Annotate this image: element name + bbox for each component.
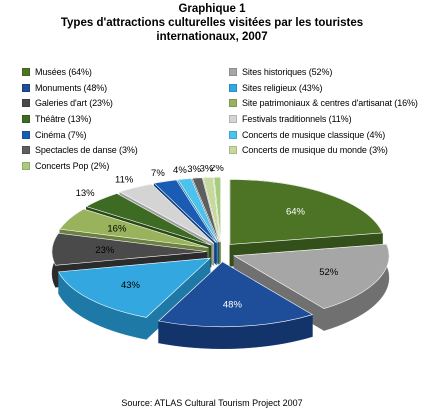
legend-label: Théâtre (13%)	[35, 113, 92, 124]
title-line-1: Graphique 1	[178, 3, 246, 15]
legend-item: Monuments (48%)	[22, 80, 229, 96]
legend-item: Théâtre (13%)	[22, 111, 229, 127]
legend-label: Concerts Pop (2%)	[35, 160, 110, 171]
pie-chart: 64%52%48%43%23%16%13%11%7% 4% 3%3%2%	[51, 165, 390, 349]
legend-item: Sites historiques (52%)	[229, 64, 420, 80]
legend-label: Sites historiques (52%)	[242, 66, 333, 77]
slice-data-label: 64%	[286, 207, 306, 218]
legend-label: Concerts de musique classique (4%)	[242, 129, 386, 140]
legend-item: Sites religieux (43%)	[229, 80, 420, 96]
slice-data-label: 13%	[76, 188, 96, 199]
slice-data-label: 52%	[319, 267, 339, 278]
legend-label: Spectacles de danse (3%)	[35, 145, 138, 156]
legend-swatch	[229, 146, 237, 155]
legend-swatch	[229, 67, 237, 76]
legend-label: Festivals traditionnels (11%)	[242, 113, 352, 124]
legend-label: Concerts de musique du monde (3%)	[242, 145, 388, 156]
pie-slice	[157, 261, 314, 349]
legend-item: Festivals traditionnels (11%)	[229, 111, 420, 127]
legend-swatch	[22, 67, 30, 76]
legend-swatch	[22, 146, 30, 155]
slice-data-label: 3%	[200, 165, 214, 174]
slice-data-label: 7%	[151, 168, 165, 179]
pie-slice	[232, 243, 390, 331]
legend-label: Galeries d'art (23%)	[35, 98, 113, 109]
slice-data-label: 23%	[95, 245, 115, 256]
legend-swatch	[229, 83, 237, 92]
legend-swatch	[229, 99, 237, 108]
legend-item: Musées (64%)	[22, 64, 229, 80]
legend-swatch	[22, 161, 30, 170]
legend-swatch	[229, 130, 237, 139]
slice-data-label: 16%	[107, 224, 127, 235]
slice-data-label: 11%	[115, 175, 134, 186]
legend-item: Concerts de musique du monde (3%)	[229, 142, 420, 158]
legend-label: Monuments (48%)	[35, 82, 108, 93]
source-note: Source: ATLAS Cultural Tourism Project 2…	[121, 398, 303, 408]
legend-label: Cinéma (7%)	[35, 129, 87, 140]
legend-item: Cinéma (7%)	[22, 127, 229, 143]
legend-item: Concerts Pop (2%)	[22, 158, 229, 174]
legend-swatch	[22, 99, 30, 108]
legend-item: Spectacles de danse (3%)	[22, 142, 229, 158]
legend-label: Musées (64%)	[35, 66, 92, 77]
legend-swatch	[22, 130, 30, 139]
legend-swatch	[229, 114, 237, 123]
legend-label: Sites religieux (43%)	[242, 82, 323, 93]
slice-data-label: 3%	[187, 165, 201, 175]
legend-item: Site patrimoniaux & centres d'artisanat …	[229, 95, 420, 111]
legend-swatch	[22, 83, 30, 92]
legend-swatch	[22, 114, 30, 123]
chart-legend: Musées (64%) Sites historiques (52%) Monum…	[22, 64, 420, 174]
slice-data-label: 48%	[223, 299, 243, 310]
legend-label: Site patrimoniaux & centres d'artisanat …	[242, 98, 418, 109]
chart-title: Graphique 1 Types d'attractions culturel…	[0, 2, 424, 44]
slice-data-label: 43%	[121, 280, 141, 291]
title-line-3: internationaux, 2007	[156, 31, 268, 43]
title-line-2: Types d'attractions culturelles visitées…	[60, 17, 364, 29]
legend-item: Concerts de musique classique (4%)	[229, 127, 420, 143]
legend-item: Galeries d'art (23%)	[22, 95, 229, 111]
slice-data-label: 4%	[173, 165, 187, 176]
slice-data-label: 2%	[210, 165, 224, 174]
